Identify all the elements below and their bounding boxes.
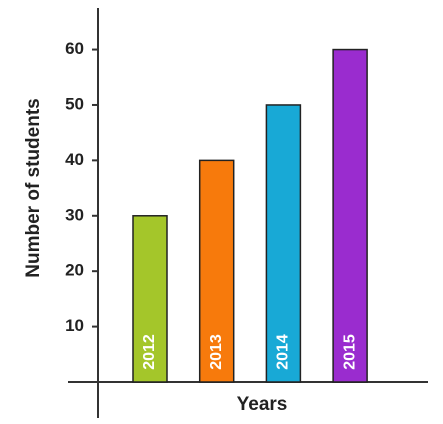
category-label: 2015 xyxy=(341,334,358,370)
y-tick-label: 30 xyxy=(65,205,84,224)
bar xyxy=(198,159,235,383)
y-tick-label: 20 xyxy=(65,261,84,280)
y-tick-label: 40 xyxy=(65,150,84,169)
y-tick-label: 50 xyxy=(65,94,84,113)
y-tick-label: 10 xyxy=(65,316,84,335)
bar xyxy=(132,215,168,383)
category-label: 2012 xyxy=(141,334,158,370)
category-label: 2014 xyxy=(275,334,292,370)
x-axis-title: Years xyxy=(237,394,288,415)
category-label: 2013 xyxy=(208,334,225,370)
bar xyxy=(265,104,302,383)
bar xyxy=(332,48,368,383)
y-axis-title: Number of students xyxy=(23,98,44,277)
y-tick-label: 60 xyxy=(65,39,84,58)
